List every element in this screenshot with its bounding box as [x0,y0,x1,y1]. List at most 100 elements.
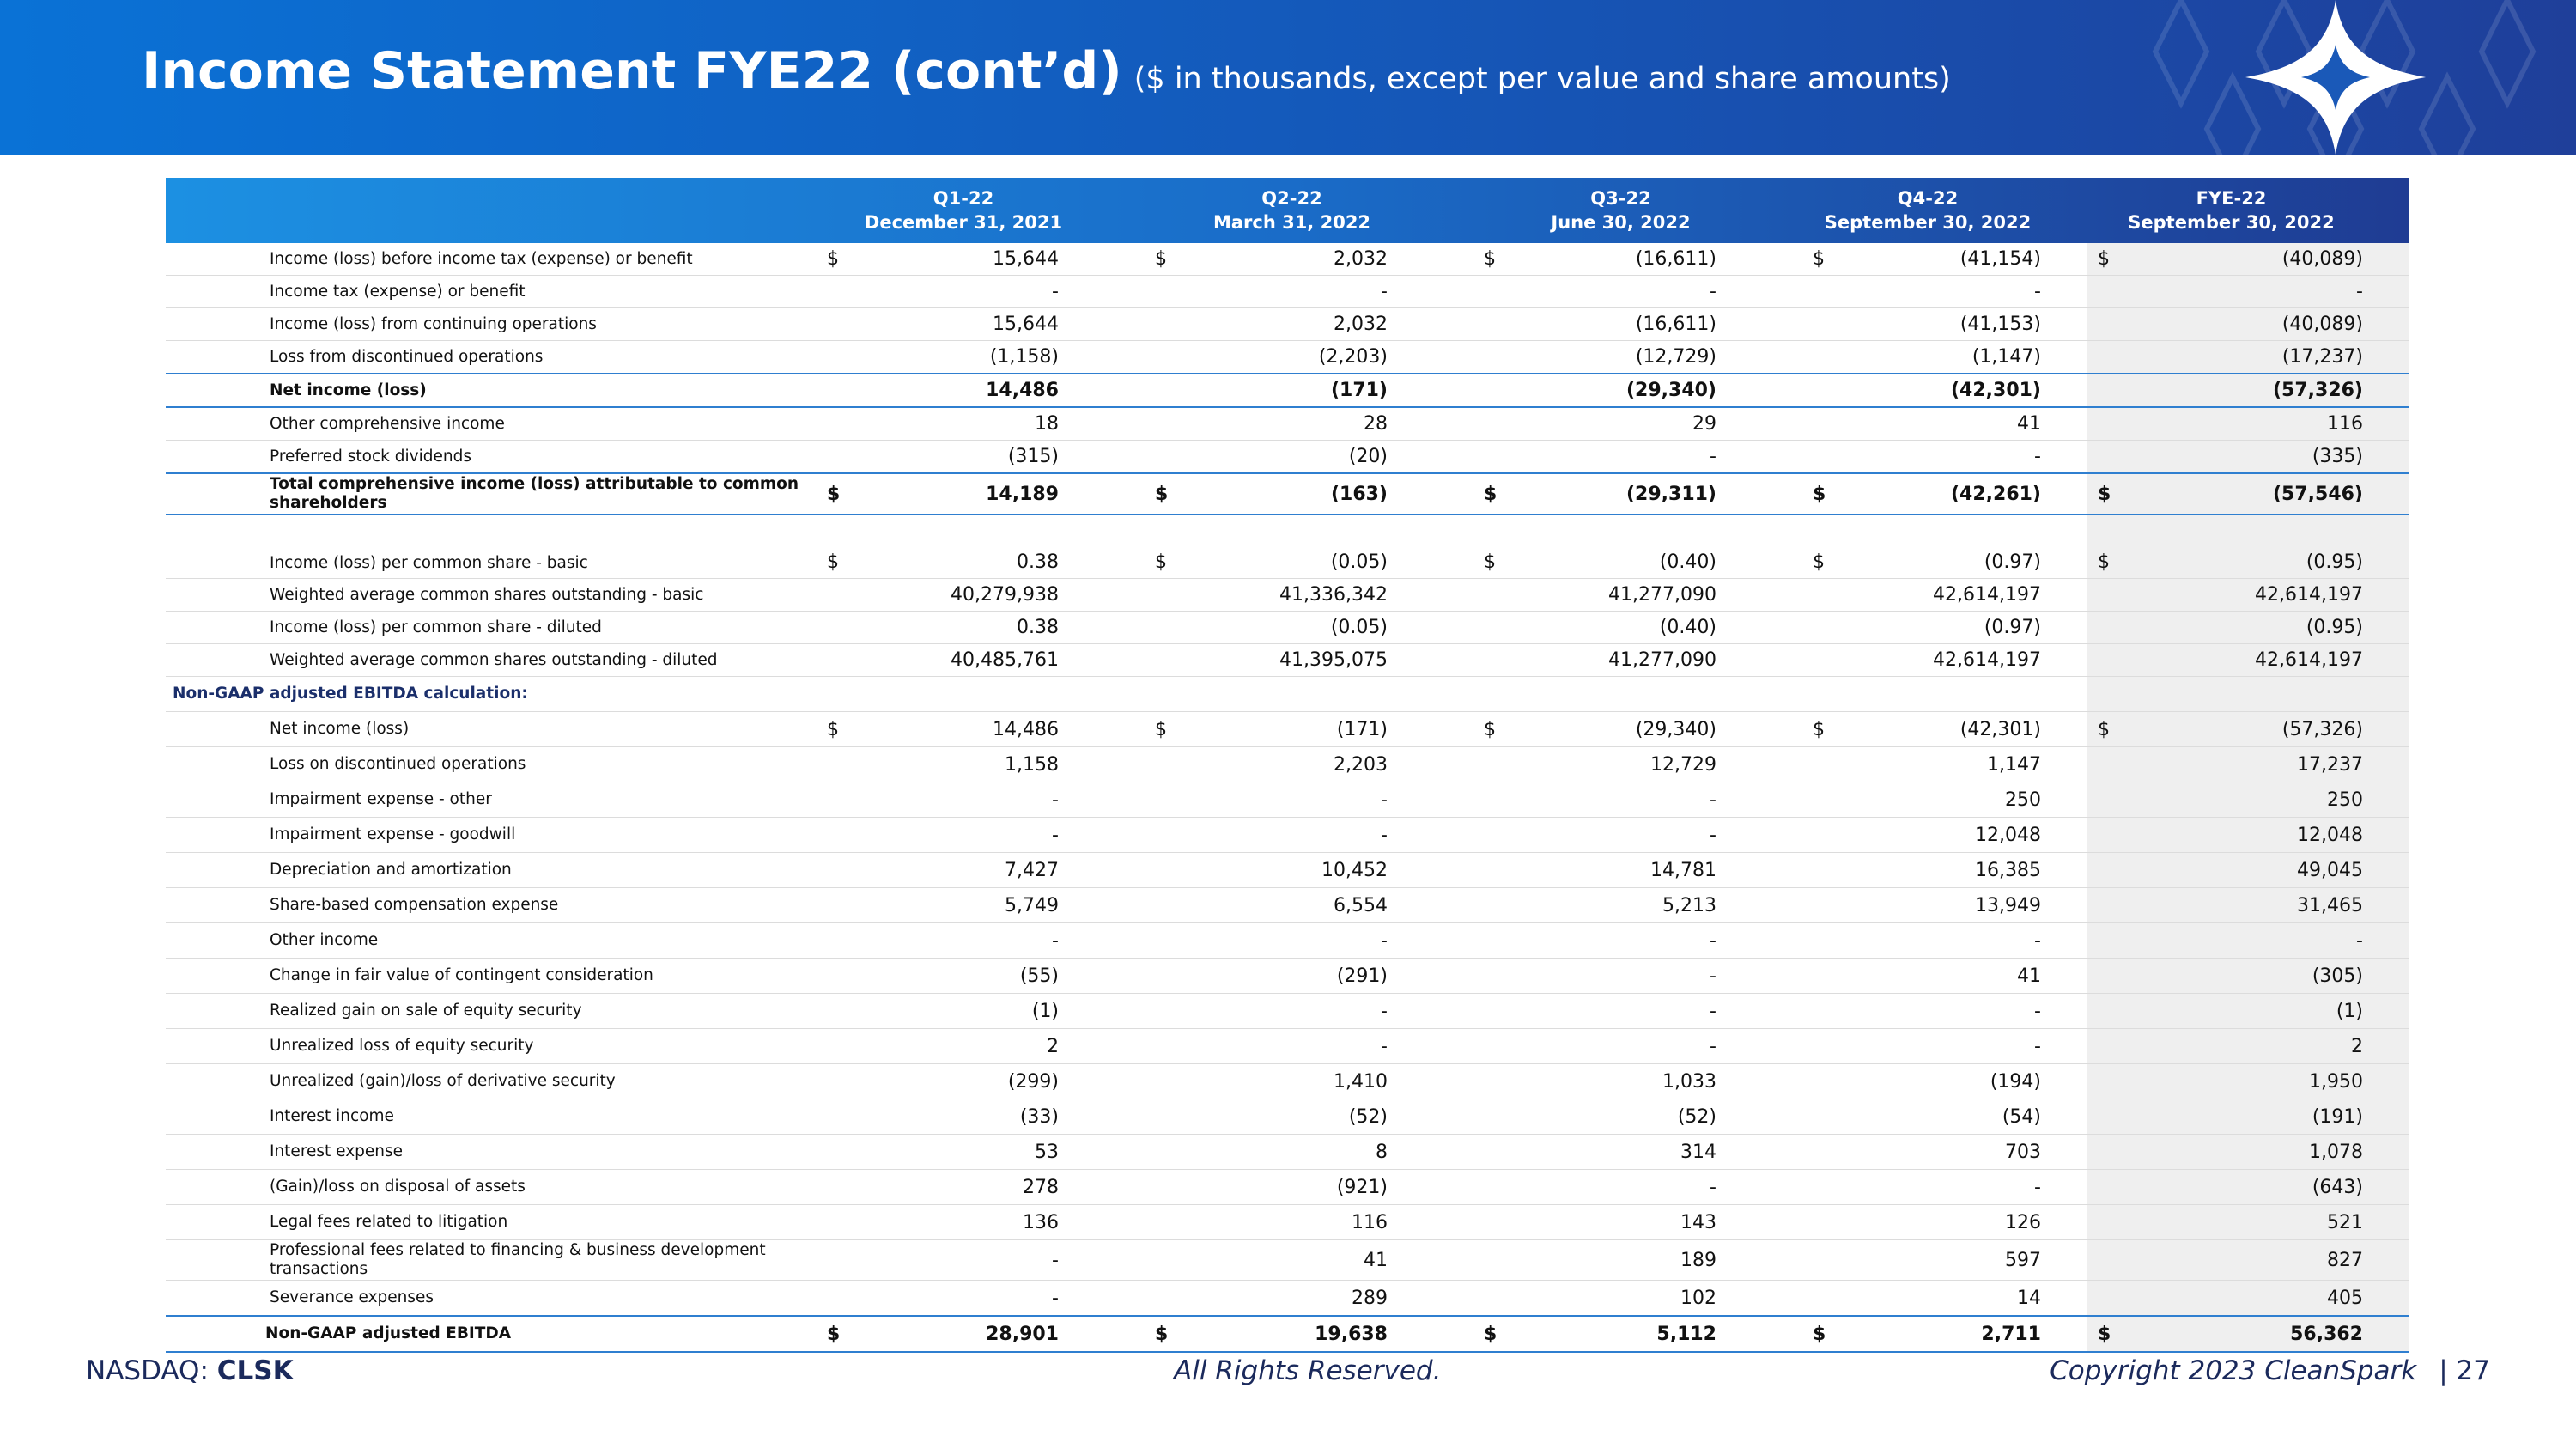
cell-content: - [1813,930,2041,952]
cell-content: (40,089) [2098,314,2363,335]
value-cell: (1) [2087,993,2409,1029]
cell-content: - [1813,1177,2041,1198]
value-cell: 17,237 [2087,746,2409,782]
value-cell [2087,676,2409,712]
cell-content: 14 [1813,1288,2041,1309]
row-label: Unrealized (gain)/loss of derivative sec… [166,1063,817,1099]
amount: - [1710,281,1716,302]
cell-content: 53 [827,1142,1059,1163]
logo-pattern [2152,0,2537,155]
cell-content: 41 [1813,413,2041,435]
currency: $ [1155,248,1167,270]
cell-content: 12,729 [1484,754,1716,776]
cell-content: - [1484,1177,1716,1198]
value-cell: - [2087,275,2409,308]
row-label: Non-GAAP adjusted EBITDA [166,1315,817,1353]
cell-content: (305) [2098,965,2363,987]
cell-content: 405 [2098,1288,2363,1309]
amount: (163) [1330,483,1388,505]
currency: $ [1484,483,1498,505]
amount: (52) [1348,1105,1388,1128]
row-label: Other comprehensive income [166,407,817,441]
value-cell: 1,147 [1802,746,2087,782]
table-row: Net income (loss) 14,486 (171) (29,340) (42,… [166,373,2409,408]
value-cell: 40,485,761 [817,643,1145,677]
currency: $ [2098,248,2110,270]
value-cell: (191) [2087,1099,2409,1135]
amount: 6,554 [1334,894,1388,916]
amount: 102 [1680,1287,1716,1309]
table-row: Net income (loss) $14,486 $ (171) $ (29,340) $… [166,711,2409,747]
value-cell: - [817,1280,1145,1317]
amount: 703 [2005,1141,2041,1163]
currency: $ [1484,1323,1498,1345]
value-cell: - [2087,922,2409,959]
value-cell: (29,340) [1473,373,1802,408]
row-label: Net income (loss) [166,711,817,747]
value-cell [1473,676,1802,712]
value-cell: 143 [1473,1204,1802,1240]
amount: 12,048 [2297,824,2363,846]
row-label: Income (loss) per common share - diluted [166,611,817,644]
cell-content: 15,644 [827,314,1059,335]
cell-content: 136 [827,1212,1059,1233]
value-cell: 2 [817,1028,1145,1064]
amount: - [1710,1176,1716,1198]
amount: (299) [1007,1070,1059,1093]
amount: 289 [1352,1287,1388,1309]
amount: (29,340) [1625,380,1716,401]
value-cell: $56,362 [2087,1315,2409,1353]
cell-content: $ (42,301) [1813,719,2041,740]
table-head: Q1-22 December 31, 2021 Q2-22 March 31, 202… [166,178,2409,243]
value-cell: $ (40,089) [2087,243,2409,276]
amount: 12,729 [1650,753,1716,776]
cell-content: - [1484,446,1716,467]
amount: (40,089) [2281,314,2363,335]
amount: (40,089) [2281,248,2363,270]
cell-content: (2,203) [1155,346,1388,368]
currency: $ [1813,718,1825,740]
column-date: December 31, 2021 [864,212,1063,233]
cell-content: - [1813,446,2041,467]
amount: (171) [1330,380,1388,401]
value-cell: (299) [817,1063,1145,1099]
row-label: Interest expense [166,1134,817,1170]
amount: 14,486 [993,718,1059,740]
currency: $ [1484,248,1496,270]
cell-content: (335) [2098,446,2363,467]
row-label: Income (loss) per common share - basic [166,514,817,579]
amount: 12,048 [1975,824,2041,846]
value-cell: 0.38 [817,611,1145,644]
currency: $ [827,248,839,270]
amount: (0.97) [1984,551,2041,573]
cell-content: 250 [1813,789,2041,811]
table-body: Income (loss) before income tax (expense… [166,243,2409,1353]
value-cell: - [817,275,1145,308]
cell-content: (1) [827,1001,1059,1022]
value-cell: $ (41,154) [1802,243,2087,276]
row-label: Change in fair value of contingent consi… [166,958,817,994]
cell-content: (0.05) [1155,617,1388,638]
column-date: September 30, 2022 [2128,212,2335,233]
cell-content: 597 [1813,1250,2041,1271]
amount: 41,336,342 [1279,584,1388,606]
currency: $ [1155,483,1169,505]
value-cell: - [1145,922,1473,959]
value-cell: - [1473,440,1802,474]
cell-content: 16,385 [1813,860,2041,881]
amount: (29,311) [1625,483,1716,505]
value-cell: 278 [817,1169,1145,1205]
currency: $ [1813,1323,1826,1345]
table-row: Depreciation and amortization 7,427 10,452… [166,852,2409,888]
cell-content: - [1155,930,1388,952]
cell-content: (921) [1155,1177,1388,1198]
value-cell: 12,048 [1802,817,2087,853]
amount: (191) [2312,1105,2363,1128]
value-cell: 42,614,197 [1802,578,2087,612]
currency: $ [2098,718,2110,740]
column-header: FYE-22 September 30, 2022 [2087,178,2409,243]
value-cell: - [817,922,1145,959]
amount: (1,158) [989,346,1059,368]
amount: (0.05) [1330,617,1388,638]
cell-content: $ (57,546) [2098,484,2363,505]
